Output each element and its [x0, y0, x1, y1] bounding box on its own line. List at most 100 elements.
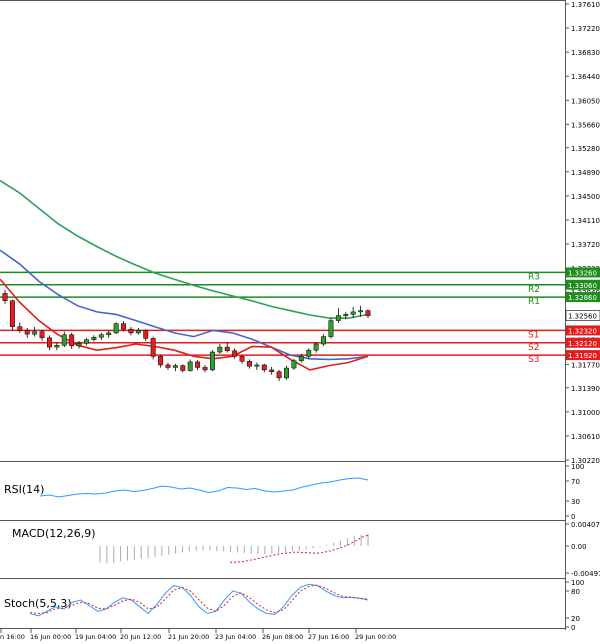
- candle-body: [365, 310, 371, 316]
- price-tick-label: 1.37610: [571, 1, 600, 9]
- stoch-line-0: [29, 583, 369, 617]
- level-name-r1: R1: [528, 297, 540, 307]
- level-tag-text-s2: 1.32120: [568, 340, 597, 348]
- level-name-r3: R3: [528, 272, 540, 282]
- price-tick-label: 1.34500: [571, 193, 600, 201]
- candle-body: [232, 350, 238, 357]
- candle-body: [313, 343, 319, 351]
- candle-body: [187, 361, 193, 371]
- candle-body: [113, 323, 119, 334]
- level-name-s3: S3: [528, 355, 539, 365]
- level-tag-r3: [566, 267, 600, 278]
- level-tag-text-s1: 1.32320: [568, 327, 597, 335]
- candle-body: [261, 364, 267, 371]
- pivot-levels: R3 1.33260 R2 1.33060 R1 1.32860 S1 1.32320 S2 1.…: [0, 267, 600, 365]
- indicator-tick-label: 100: [571, 463, 584, 471]
- candle-body: [54, 344, 60, 348]
- price-tick-label: 1.34890: [571, 169, 600, 177]
- level-tag-text-r3: 1.33260: [568, 269, 597, 277]
- price-tick-label: 1.31390: [571, 385, 600, 393]
- price-tick-label: 1.36440: [571, 73, 600, 81]
- time-tick-label: n 16:00: [0, 633, 25, 641]
- indicator-tick-label: 0: [571, 513, 575, 521]
- candle-body: [76, 343, 82, 347]
- level-tag-s2: [566, 337, 600, 348]
- price-tick-label: 1.36830: [571, 49, 600, 57]
- candle-body: [350, 311, 356, 315]
- price-tick-label: 1.37220: [571, 25, 600, 33]
- moving-average-2: [0, 278, 369, 371]
- macd-panel: 0.004071 0.00 -0.004975 MACD(12,26,9): [12, 521, 600, 578]
- candle-body: [165, 364, 171, 368]
- candle-body: [269, 369, 275, 373]
- candle-body: [284, 367, 289, 379]
- candlesticks: [2, 289, 371, 382]
- candle-body: [24, 330, 30, 335]
- level-tag-s1: [566, 325, 600, 336]
- price-tick-label: 1.33720: [571, 241, 600, 249]
- candle-body: [217, 346, 223, 353]
- candle-body: [121, 323, 126, 330]
- time-tick-label: 29 Jun 00:00: [355, 633, 396, 641]
- candle-body: [98, 334, 104, 338]
- candle-body: [276, 371, 282, 379]
- price-tick-label: 1.34110: [571, 217, 600, 225]
- candle-body: [106, 332, 112, 335]
- candle-body: [202, 367, 208, 371]
- level-tag-r2: [566, 279, 600, 290]
- moving-average-1: [0, 249, 369, 361]
- current-price-tag: [565, 310, 600, 321]
- candle-body: [180, 365, 186, 371]
- level-tag-r1: [566, 292, 600, 303]
- current-price-label: 1.32560: [568, 313, 597, 321]
- candle-body: [32, 331, 38, 335]
- candle-body: [46, 337, 52, 348]
- level-tag-s3: [566, 350, 600, 361]
- candle-body: [61, 334, 67, 346]
- candle-body: [335, 315, 341, 321]
- moving-average-0: [0, 179, 369, 319]
- level-name-r2: R2: [528, 285, 540, 295]
- time-tick-label: 20 Jun 12:00: [120, 633, 161, 641]
- candle-body: [328, 320, 334, 337]
- indicator-tick-label: 100: [571, 579, 584, 587]
- macd-signal-line: [230, 534, 369, 563]
- time-tick-label: 26 Jun 08:00: [262, 633, 303, 641]
- indicator-tick-label: 0: [571, 624, 575, 632]
- candle-body: [298, 356, 304, 361]
- price-tick-label: 1.30220: [571, 457, 600, 465]
- level-tag-text-r2: 1.33060: [568, 282, 597, 290]
- candle-body: [135, 330, 141, 334]
- stoch-line-1: [29, 584, 369, 615]
- candle-body: [239, 356, 245, 362]
- candle-body: [143, 330, 149, 339]
- level-tag-text-r1: 1.32860: [568, 294, 597, 302]
- candle-body: [91, 336, 97, 340]
- price-tick-label: 1.30610: [571, 433, 600, 441]
- time-tick-label: 21 Jun 20:00: [168, 633, 209, 641]
- time-tick-label: 23 Jun 04:00: [215, 633, 256, 641]
- candle-body: [17, 326, 23, 331]
- indicator-tick-label: 30: [571, 498, 580, 506]
- candle-body: [84, 339, 89, 344]
- level-name-s2: S2: [528, 343, 539, 353]
- indicator-tick-label: 0.00: [571, 543, 587, 551]
- candle-body: [9, 300, 15, 327]
- level-tag-text-s3: 1.31920: [568, 352, 597, 360]
- time-axis: n 16:00 16 Jun 00:00 19 Jun 04:00 20 Jun 12…: [0, 629, 396, 641]
- indicator-tick-label: -0.004975: [571, 570, 600, 578]
- candle-body: [224, 346, 230, 352]
- time-tick-label: 19 Jun 04:00: [75, 633, 116, 641]
- rsi-panel: 100 70 30 0 RSI(14): [4, 463, 584, 521]
- price-tick-label: 1.31000: [571, 409, 600, 417]
- candle-body: [343, 314, 349, 316]
- rsi-title: RSI(14): [4, 483, 44, 496]
- candle-body: [306, 349, 312, 357]
- candle-body: [150, 338, 156, 357]
- time-tick-label: 27 Jun 16:00: [308, 633, 349, 641]
- candle-body: [209, 351, 215, 371]
- candle-body: [158, 356, 164, 366]
- price-tick-label: 1.36050: [571, 97, 600, 105]
